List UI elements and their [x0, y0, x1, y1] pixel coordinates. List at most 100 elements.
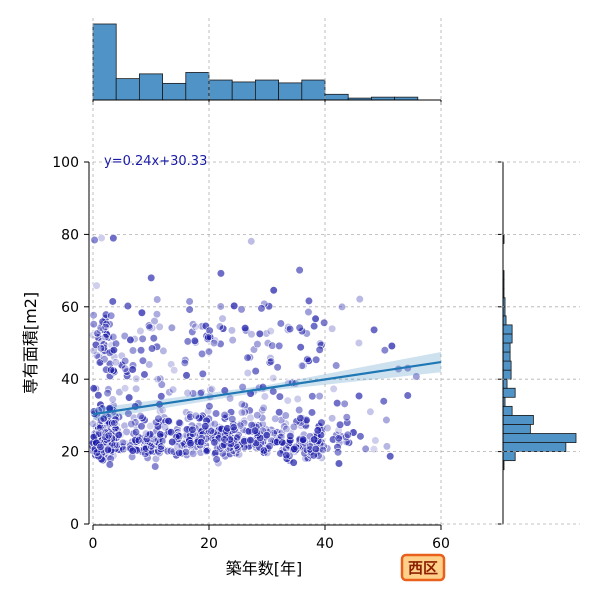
scatter-point: [278, 438, 287, 447]
scatter-point: [323, 423, 332, 433]
scatter-point: [283, 396, 292, 405]
scatter-point: [304, 296, 314, 306]
scatter-point: [210, 419, 219, 429]
scatter-point: [315, 345, 324, 354]
scatter-point: [310, 435, 319, 444]
scatter-point: [369, 445, 379, 454]
scatter-point: [303, 354, 312, 364]
scatter-point: [246, 436, 255, 445]
scatter-point: [237, 305, 246, 314]
scatter-point: [168, 385, 178, 394]
scatter-point: [382, 442, 392, 451]
y-hist-bar: [502, 369, 512, 380]
scatter-point: [220, 435, 229, 444]
x-tick-label: 0: [89, 536, 98, 552]
x-hist-bar: [208, 79, 233, 101]
scatter-point: [210, 438, 219, 447]
scatter-point: [264, 302, 274, 311]
y-hist-bar: [502, 324, 513, 335]
scatter-point: [295, 405, 304, 415]
scatter-point: [236, 421, 245, 430]
scatter-point: [297, 361, 307, 370]
scatter-point: [354, 391, 364, 401]
scatter-point: [183, 337, 192, 346]
scatter-point: [304, 307, 313, 317]
scatter-point: [266, 357, 276, 366]
scatter-point: [141, 429, 151, 438]
scatter-point: [247, 330, 256, 339]
scatter-point: [295, 266, 304, 275]
scatter-point: [332, 361, 341, 370]
scatter-point: [136, 326, 145, 336]
x-axis-title: 築年数[年]: [226, 559, 303, 578]
scatter-point: [275, 408, 284, 417]
scatter-point: [240, 407, 249, 417]
x-tick-label: 20: [200, 536, 218, 552]
scatter-point: [257, 304, 266, 313]
y-hist-bar: [502, 405, 513, 416]
scatter-point: [241, 324, 250, 333]
scatter-point: [156, 444, 165, 454]
scatter-point: [120, 384, 130, 393]
scatter-point: [188, 327, 197, 336]
scatter-point: [95, 429, 104, 438]
scatter-point: [89, 320, 98, 329]
scatter-point: [260, 392, 269, 401]
scatter-point: [412, 372, 421, 381]
scatter-point: [311, 444, 320, 454]
scatter-point: [259, 446, 268, 455]
scatter-point: [216, 269, 226, 278]
scatter-point: [387, 341, 396, 351]
scatter-point: [157, 392, 166, 401]
scatter-point: [185, 305, 194, 314]
scatter-point: [204, 347, 214, 356]
scatter-point: [245, 353, 254, 362]
scatter-point: [329, 384, 338, 393]
scatter-point: [380, 346, 389, 355]
scatter-point: [290, 444, 299, 453]
scatter-point: [128, 346, 138, 355]
scatter-point: [137, 422, 146, 431]
scatter-point: [153, 375, 162, 384]
scatter-point: [265, 358, 275, 367]
scatter-point: [355, 295, 364, 304]
scatter-point: [218, 314, 227, 323]
scatter-point: [379, 397, 388, 406]
scatter-point: [166, 446, 175, 456]
x-hist-bar: [92, 23, 117, 101]
scatter-point: [204, 333, 213, 342]
scatter-point: [99, 343, 109, 352]
scatter-point: [234, 450, 244, 459]
scatter-point: [180, 358, 189, 367]
scatter-point: [196, 437, 206, 447]
y-hist-bar: [502, 387, 516, 398]
scatter-point: [212, 455, 221, 464]
scatter-point: [386, 452, 395, 461]
scatter-point: [89, 384, 98, 393]
scatter-point: [258, 413, 267, 423]
scatter-point: [125, 393, 134, 402]
scatter-point: [286, 431, 295, 441]
scatter-point: [175, 432, 184, 441]
scatter-point: [201, 422, 210, 431]
scatter-point: [168, 437, 177, 447]
scatter-point: [121, 356, 130, 366]
scatter-point: [132, 374, 141, 383]
scatter-point: [233, 433, 242, 442]
scatter-point: [280, 422, 289, 431]
scatter-point: [147, 442, 156, 451]
scatter-point: [121, 364, 130, 373]
scatter-point: [317, 418, 326, 427]
scatter-point: [342, 413, 351, 422]
scatter-point: [110, 418, 119, 428]
scatter-point: [240, 401, 249, 410]
scatter-point: [129, 413, 139, 422]
scatter-point: [181, 447, 191, 457]
scatter-point: [216, 302, 225, 311]
scatter-point: [89, 311, 98, 320]
x-hist-bar: [138, 73, 163, 101]
scatter-point: [175, 418, 184, 427]
scatter-point: [271, 414, 280, 423]
scatter-point: [90, 235, 99, 245]
scatter-point: [310, 322, 319, 331]
